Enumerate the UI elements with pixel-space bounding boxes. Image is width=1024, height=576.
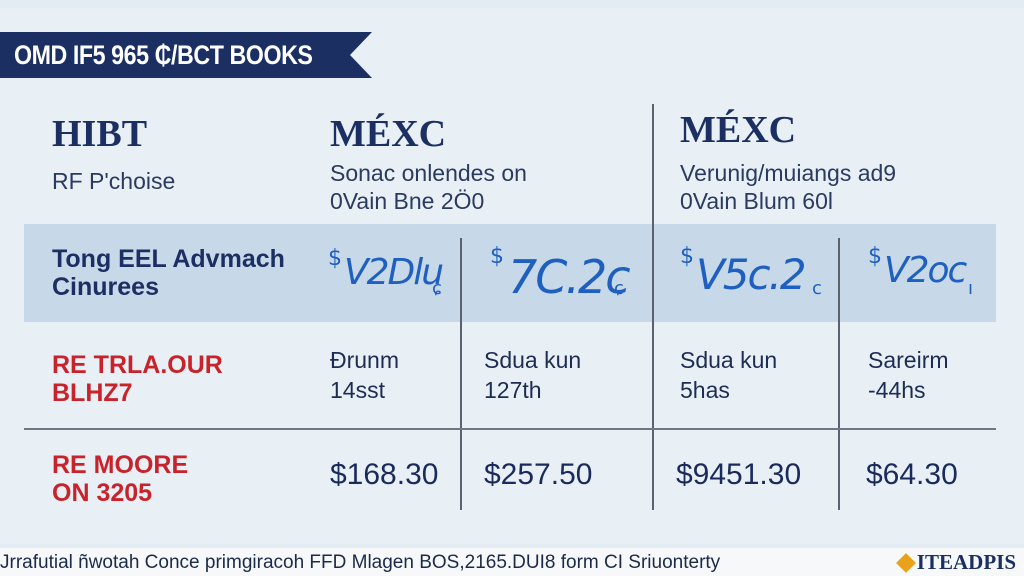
- handwritten-suffix: c: [812, 278, 822, 299]
- duration-cell-4-bottom: -44hs: [868, 376, 926, 403]
- currency-mark: $: [490, 244, 504, 269]
- handwritten-value-4: $ V2oc ı: [868, 244, 988, 308]
- column-subtitle-mexc-2-line1: Verunig/muiangs ad9: [680, 160, 897, 186]
- column-subtitle-hibt: RF P'choise: [52, 168, 176, 194]
- duration-cell-2-top: Sdua kun: [484, 347, 582, 373]
- duration-cell-4: Sareirm -44hs: [868, 346, 949, 406]
- diamond-icon: [895, 552, 916, 573]
- column-divider-2: [652, 224, 654, 510]
- duration-cell-2-bottom: 127th: [484, 376, 542, 403]
- row-label-3: RE MOORE ON 3205: [52, 451, 189, 507]
- header-divider: [652, 104, 654, 224]
- row-label-1-line2: Cinurees: [52, 272, 159, 301]
- handwritten-value-2: $ 7C.2c ɕ: [490, 244, 640, 308]
- column-title-hibt: HIBT: [52, 113, 148, 155]
- duration-cell-4-top: Sareirm: [868, 347, 949, 373]
- column-subtitle-mexc-2-line2: 0Vain Blum 60l: [680, 188, 833, 214]
- duration-cell-3-bottom: 5has: [680, 376, 730, 403]
- footer-logo: ITEADPIS: [895, 550, 1016, 575]
- handwritten-amount: 7C.2c: [508, 250, 631, 304]
- handwritten-value-3: $ V5c.2 c: [680, 244, 830, 308]
- handwritten-amount: V2oc: [884, 250, 967, 291]
- duration-cell-1-bottom: 14sst: [330, 376, 385, 403]
- column-divider-3: [838, 238, 840, 510]
- price-cell-3: $9451.30: [676, 458, 802, 491]
- row-label-2-line2: BLHZ7: [52, 378, 133, 407]
- price-cell-1: $168.30: [330, 458, 439, 491]
- handwritten-value-1: $ V2Dlu ɕ: [328, 246, 448, 310]
- currency-mark: $: [868, 244, 882, 269]
- banner-ribbon: [0, 32, 372, 78]
- handwritten-amount: V2Dlu: [344, 252, 444, 293]
- row-label-1-line1: Tong EEL Advmach: [52, 245, 285, 273]
- duration-cell-2: Sdua kun 127th: [484, 346, 581, 406]
- handwritten-suffix: ɕ: [614, 278, 624, 299]
- column-title-mexc-1: MÉXC: [330, 113, 447, 155]
- title-banner: OMD IF5 965 ₵/BCT BOOKS: [0, 32, 372, 78]
- footer-caption: Jrrafutial ñwotah Conce primgiracoh FFD …: [0, 552, 721, 573]
- row-label-3-line2: ON 3205: [52, 478, 153, 507]
- column-divider-1: [460, 238, 462, 510]
- column-subtitle-mexc-1-line2: 0Vain Bne 2Ö0: [330, 188, 485, 214]
- duration-cell-3-top: Sdua kun: [680, 347, 778, 373]
- duration-cell-1-top: Ðrunm: [330, 347, 400, 373]
- duration-cell-1: Ðrunm 14sst: [330, 346, 399, 406]
- handwritten-suffix: ı: [968, 278, 974, 299]
- column-subtitle-mexc-1-line1: Sonac onlendes on: [330, 160, 527, 186]
- banner-title: OMD IF5 965 ₵/BCT BOOKS: [14, 40, 313, 70]
- currency-mark: $: [328, 246, 342, 271]
- row-divider: [24, 428, 996, 430]
- handwritten-amount: V5c.2: [696, 250, 807, 299]
- row-label-3-line1: RE MOORE: [52, 451, 189, 479]
- highlight-row-band: [24, 224, 996, 322]
- duration-cell-3: Sdua kun 5has: [680, 346, 777, 406]
- price-cell-2: $257.50: [484, 458, 593, 491]
- row-label-1: Tong EEL Advmach Cinurees: [52, 245, 285, 301]
- logo-wordmark: ITEADPIS: [916, 550, 1016, 574]
- column-title-mexc-2: MÉXC: [680, 109, 797, 151]
- footer-bar: Jrrafutial ñwotah Conce primgiracoh FFD …: [0, 548, 1024, 576]
- currency-mark: $: [680, 244, 694, 269]
- handwritten-suffix: ɕ: [432, 278, 442, 299]
- price-cell-4: $64.30: [866, 458, 958, 491]
- row-label-2: RE TRLA.OUR BLHZ7: [52, 351, 223, 407]
- row-label-2-line1: RE TRLA.OUR: [52, 351, 223, 379]
